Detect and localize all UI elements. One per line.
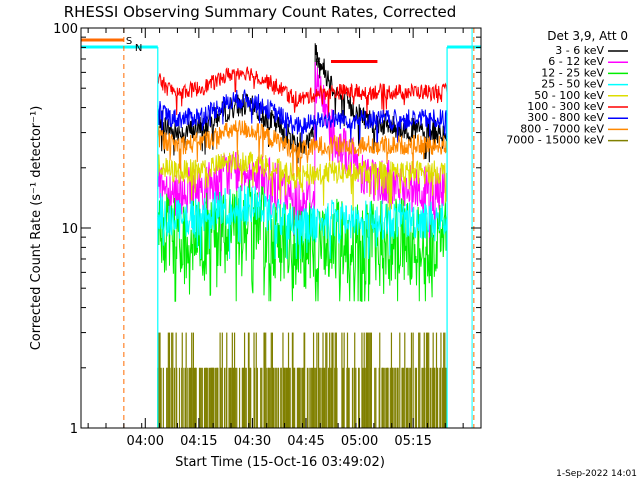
axes: 04:00 04:15 04:30 04:45 05:00 05:15 1 10 100 (53, 22, 481, 449)
timestamp: 1-Sep-2022 14:01 (556, 469, 637, 479)
legend-header: Det 3,9, Att 0 (547, 29, 628, 43)
x-tick-label: 05:15 (394, 434, 431, 449)
y-tick-label: 1 (70, 422, 78, 437)
saa-label: S (126, 36, 132, 47)
legend-label: 800 - 7000 keV (520, 122, 604, 135)
flare-label: F (315, 57, 321, 68)
series-50-100-kev (157, 150, 448, 211)
y-tick-label: 100 (53, 22, 78, 37)
x-tick-label: 05:00 (341, 434, 378, 449)
series-800-7000-kev (157, 120, 448, 177)
series-25-50-kev (157, 185, 448, 260)
legend-label: 50 - 100 keV (534, 89, 604, 102)
x-axis-label: Start Time (15-Oct-16 03:49:02) (175, 455, 385, 470)
legend-label: 7000 - 15000 keV (506, 134, 604, 147)
legend-label: 3 - 6 keV (555, 44, 604, 57)
legend-label: 6 - 12 keV (548, 55, 604, 68)
legend-label: 300 - 800 keV (527, 111, 604, 124)
series-7000-15000-kev (157, 332, 447, 428)
series-traces (157, 43, 448, 428)
series-300-800-kev (157, 89, 448, 149)
x-tick-label: 04:00 (127, 434, 164, 449)
chart-title: RHESSI Observing Summary Count Rates, Co… (64, 3, 457, 21)
y-tick-label: 10 (61, 222, 78, 237)
series-12-25-kev (157, 179, 448, 302)
night-label: N (135, 43, 142, 54)
series-100-300-kev (157, 66, 448, 117)
y-axis-label: Corrected Count Rate (s⁻¹ detector⁻¹) (29, 106, 44, 351)
legend-label: 25 - 50 keV (541, 78, 604, 91)
legend-label: 100 - 300 keV (527, 100, 604, 113)
x-tick-label: 04:15 (180, 434, 217, 449)
x-tick-label: 04:30 (234, 434, 271, 449)
overlay-markers: SN F (81, 28, 481, 428)
x-tick-label: 04:45 (287, 434, 324, 449)
legend-label: 12 - 25 keV (541, 66, 604, 79)
